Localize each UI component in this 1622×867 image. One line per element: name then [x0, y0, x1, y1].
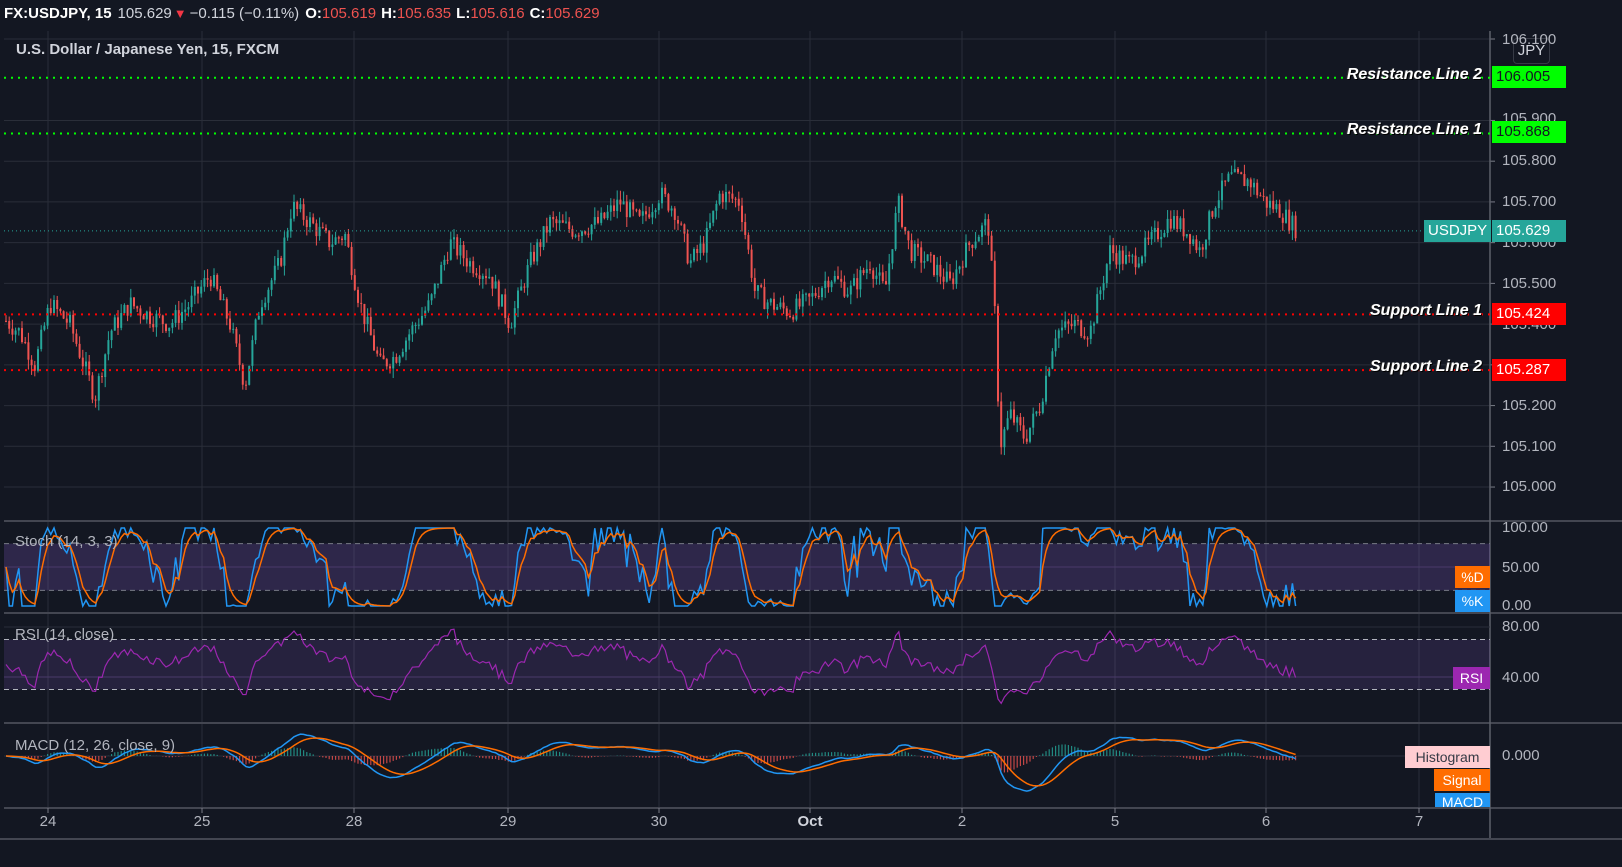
- price-axis-label: 105.000: [1502, 478, 1557, 495]
- support-line-2-label[interactable]: Support Line 2: [1370, 358, 1482, 375]
- time-axis-label: 2: [957, 813, 967, 830]
- resistance-line-2-label[interactable]: Resistance Line 2: [1346, 66, 1482, 83]
- rsi-axis-label: 80.00: [1502, 618, 1540, 635]
- bottom-toolbar: [0, 838, 1622, 867]
- price-axis-label: 105.800: [1502, 152, 1557, 169]
- time-axis-label: 28: [345, 813, 363, 830]
- time-axis-label: 30: [650, 813, 668, 830]
- rsi-title[interactable]: RSI (14, close): [15, 626, 115, 643]
- time-axis-label: 24: [39, 813, 57, 830]
- histogram-tag: Histogram: [1405, 746, 1490, 768]
- macd-tag: MACD: [1435, 793, 1490, 807]
- last-price: 105.629: [117, 4, 172, 22]
- time-axis-label: 29: [499, 813, 517, 830]
- chart-legend-title: U.S. Dollar / Japanese Yen, 15, FXCM: [16, 41, 280, 58]
- stoch-d-tag: %D: [1455, 566, 1490, 588]
- price-axis-label: 105.700: [1502, 193, 1557, 210]
- support-line-1-price-tag: 105.424: [1492, 303, 1566, 325]
- resistance-line-2-price-tag: 106.005: [1492, 66, 1566, 88]
- low-label: L:: [456, 4, 471, 22]
- stoch-k-tag: %K: [1455, 590, 1490, 612]
- time-axis-label: 5: [1110, 813, 1120, 830]
- support-line-2-price-tag: 105.287: [1492, 359, 1566, 381]
- macd-axis-label: 0.000: [1502, 747, 1540, 764]
- time-axis-label: 25: [193, 813, 211, 830]
- close-label: C:: [529, 4, 546, 22]
- current-price-tag: 105.629: [1492, 220, 1566, 242]
- price-axis-label: 105.500: [1502, 275, 1557, 292]
- open-label: O:: [305, 4, 322, 22]
- low-value: 105.616: [470, 4, 525, 22]
- stoch-axis-label: 0.00: [1502, 597, 1532, 614]
- symbol-price-tag: USDJPY: [1424, 220, 1491, 242]
- open-value: 105.619: [321, 4, 377, 22]
- time-axis-label: 7: [1414, 813, 1424, 830]
- price-axis-label: 105.100: [1502, 438, 1557, 455]
- stoch-axis-label: 50.00: [1502, 559, 1540, 576]
- time-axis-label: Oct: [797, 813, 823, 830]
- symbol-header: FX:USDJPY, 15 105.629 ▼ −0.115 (−0.11%) …: [0, 0, 1622, 26]
- high-label: H:: [381, 4, 397, 22]
- stoch-axis-label: 100.00: [1502, 519, 1548, 536]
- rsi-tag: RSI: [1453, 667, 1490, 689]
- macd-title[interactable]: MACD (12, 26, close, 9): [15, 737, 176, 754]
- support-line-1-label[interactable]: Support Line 1: [1370, 302, 1482, 319]
- price-axis-label: 105.200: [1502, 397, 1557, 414]
- down-triangle-icon: ▼: [173, 5, 187, 21]
- resistance-line-1-price-tag: 105.868: [1492, 121, 1566, 143]
- currency-button[interactable]: JPY: [1513, 38, 1550, 64]
- rsi-axis-label: 40.00: [1502, 669, 1540, 686]
- signal-tag: Signal: [1434, 769, 1490, 791]
- close-value: 105.629: [545, 4, 600, 22]
- time-axis-label: 6: [1261, 813, 1271, 830]
- stoch-title[interactable]: Stoch (14, 3, 3): [15, 533, 118, 550]
- price-axis-label: 106.100: [1502, 31, 1557, 48]
- price-change: −0.115 (−0.11%): [189, 4, 300, 22]
- high-value: 105.635: [396, 4, 452, 22]
- resistance-line-1-label[interactable]: Resistance Line 1: [1346, 121, 1482, 138]
- symbol-name[interactable]: FX:USDJPY, 15: [4, 4, 112, 22]
